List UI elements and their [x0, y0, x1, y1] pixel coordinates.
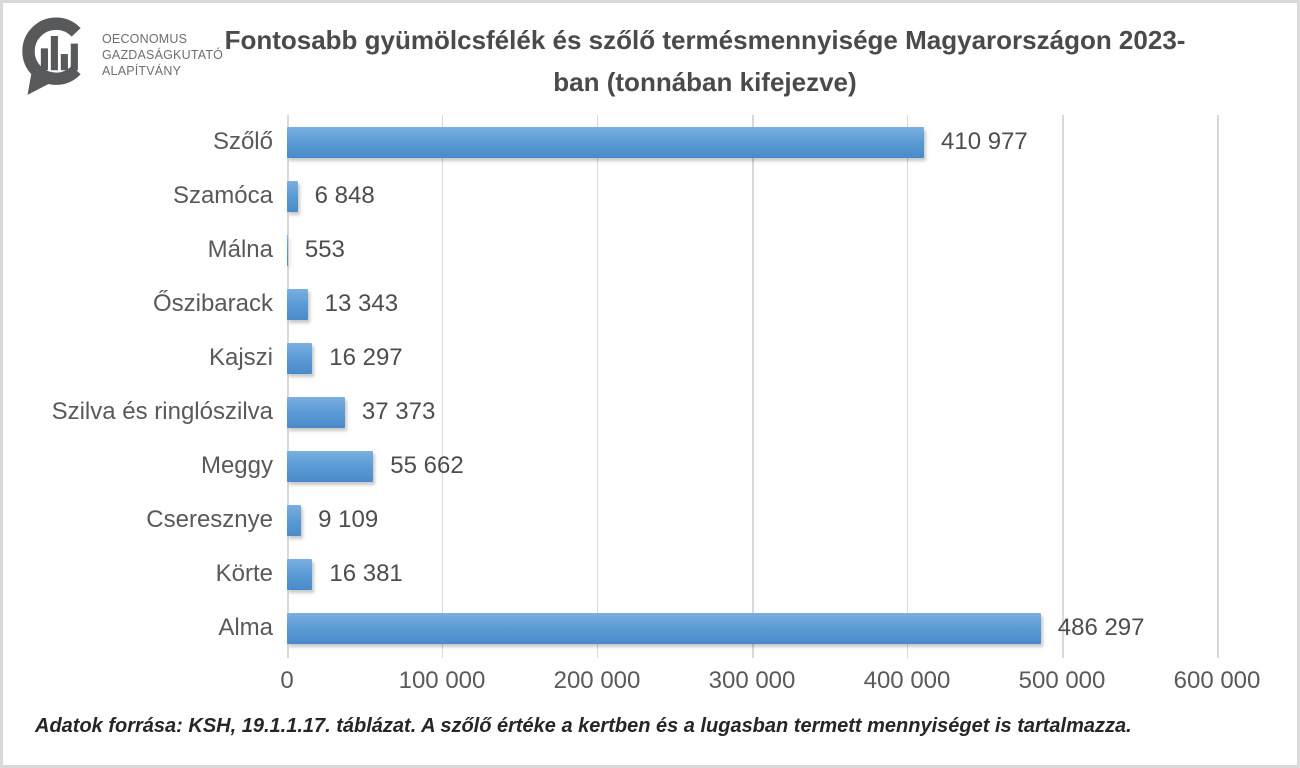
category-label: Meggy [200, 452, 273, 479]
x-axis-track: 0 100 000 200 000 300 000 400 000 500 000 600 … [280, 655, 1260, 701]
gridline [441, 115, 444, 658]
bar-value-label: 13 343 [324, 290, 399, 317]
plot-region: Szőlő Szamóca Málna Őszibarack Kajszi Szilva … [3, 115, 1297, 658]
x-axis-tick-label: 500 000 [1018, 667, 1106, 694]
category-label: Szilva és ringlószilva [51, 398, 273, 425]
logo-org-line: OECONOMUS [102, 32, 188, 46]
gridline [752, 115, 754, 658]
bar-value-label: 486 297 [1057, 614, 1145, 641]
logo-org-line: GAZDASÁGKUTATÓ [102, 48, 224, 62]
category-label: Őszibarack [152, 290, 273, 317]
bar [287, 126, 924, 158]
bar-value-label: 410 977 [941, 128, 1028, 155]
category-label: Körte [215, 560, 273, 587]
x-axis-tick-label: 200 000 [553, 667, 641, 694]
bar-value-label: 9 109 [318, 506, 379, 533]
x-axis-tick-label: 100 000 [398, 667, 486, 694]
bar [287, 612, 1041, 644]
category-label: Alma [218, 614, 273, 641]
gridline [596, 115, 599, 658]
x-axis-spacer [3, 655, 287, 701]
x-axis-tick-label: 600 000 [1173, 667, 1261, 694]
bar-value-label: 6 848 [314, 182, 375, 209]
category-label: Szőlő [212, 128, 273, 155]
source-note: Adatok forrása: KSH, 19.1.1.17. táblázat… [35, 715, 1132, 737]
bar [287, 558, 313, 590]
category-label: Cseresznye [146, 506, 273, 533]
bar [287, 288, 308, 320]
bar [287, 234, 288, 266]
x-axis-tick-label: 0 [280, 667, 294, 694]
bar [287, 342, 313, 374]
category-label: Szamóca [172, 182, 273, 209]
bar-value-label: 16 381 [329, 560, 403, 587]
chart-header: OECONOMUS GAZDASÁGKUTATÓ ALAPÍTVÁNY Font… [3, 3, 1297, 115]
category-label: Kajszi [208, 344, 273, 371]
bar-row: 13 343 [287, 277, 1217, 331]
x-axis: 0 100 000 200 000 300 000 400 000 500 000 600 … [3, 655, 1297, 701]
bar-row: 16 297 [287, 331, 1217, 385]
oeconomus-logo: OECONOMUS GAZDASÁGKUTATÓ ALAPÍTVÁNY [19, 15, 223, 95]
bar-value-label: 16 297 [329, 344, 403, 371]
x-axis-tick-label: 400 000 [863, 667, 951, 694]
gridline [1217, 115, 1219, 658]
chart-title: Fontosabb gyümölcsfélék és szőlő termésm… [3, 3, 1297, 103]
logo-org-line: ALAPÍTVÁNY [102, 64, 182, 78]
bar-row: 553 [287, 223, 1217, 277]
x-axis-tick-label: 300 000 [708, 667, 796, 694]
gridline [1062, 115, 1064, 658]
oeconomus-logo-icon [22, 17, 90, 95]
bar-row: 6 848 [287, 169, 1217, 223]
category-label: Málna [207, 236, 273, 263]
bar-row: 486 297 [287, 601, 1217, 655]
bar [287, 180, 298, 212]
gridline [906, 115, 909, 658]
bar-row: 16 381 [287, 547, 1217, 601]
bar-value-label: 37 373 [361, 398, 436, 425]
gridline [287, 115, 289, 658]
bar-row: 410 977 [287, 115, 1217, 169]
chart-title-line2: ban (tonnában kifejezve) [553, 67, 857, 97]
bar-row: 9 109 [287, 493, 1217, 547]
oeconomus-logo-text: OECONOMUS GAZDASÁGKUTATÓ ALAPÍTVÁNY [102, 31, 223, 79]
bar [287, 504, 302, 536]
bar [287, 450, 374, 482]
bar-value-label: 553 [304, 236, 345, 263]
plot-area: 410 977 6 848 553 13 343 16 297 37 373 55 662 9… [287, 115, 1219, 658]
bar-row: 37 373 [287, 385, 1217, 439]
chart-title-line1: Fontosabb gyümölcsfélék és szőlő termésm… [224, 25, 1186, 55]
category-labels: Szőlő Szamóca Málna Őszibarack Kajszi Szilva … [3, 115, 287, 655]
bar-row: 55 662 [287, 439, 1217, 493]
bar [287, 396, 345, 428]
bar-value-label: 55 662 [390, 452, 464, 479]
